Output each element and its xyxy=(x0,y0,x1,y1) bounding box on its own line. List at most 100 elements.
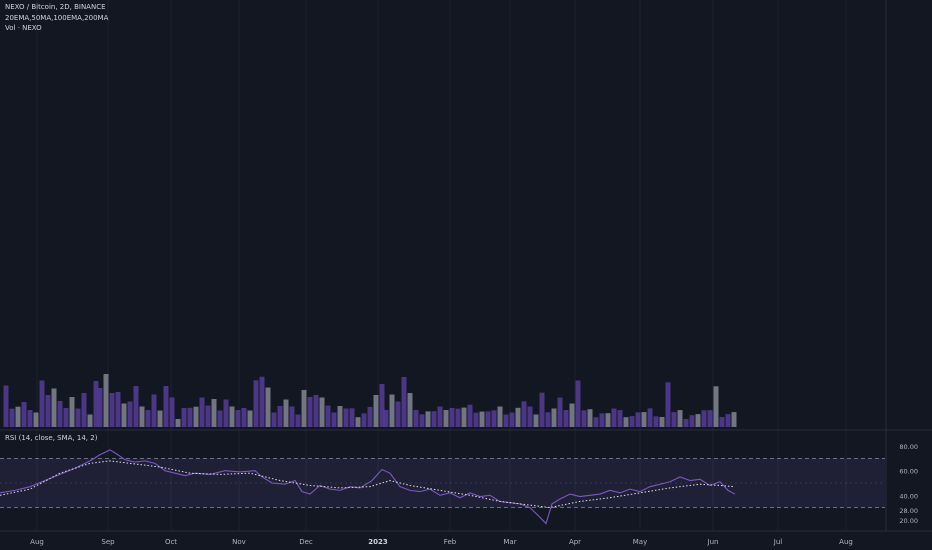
volume-bar xyxy=(223,399,229,427)
volume-bar xyxy=(569,403,575,427)
volume-bar xyxy=(425,411,431,427)
volume-bar xyxy=(725,414,731,427)
volume-bar xyxy=(683,419,689,427)
volume-bar xyxy=(455,408,461,427)
volume-bar xyxy=(539,392,545,427)
volume-bar xyxy=(473,412,479,427)
volume-bar xyxy=(731,412,737,427)
indicator-legend[interactable]: 20EMA,50MA,100EMA,200MA xyxy=(5,14,109,22)
volume-bar xyxy=(169,397,175,427)
volume-bar xyxy=(205,405,211,427)
rsi-line xyxy=(0,449,736,525)
volume-bar xyxy=(277,406,283,427)
rsi-tick-label: 40.00 xyxy=(899,492,918,500)
volume-bar xyxy=(39,380,45,427)
volume-bar xyxy=(127,401,133,427)
volume-bar xyxy=(497,406,503,427)
volume-bar xyxy=(51,388,57,427)
volume-bar xyxy=(217,410,223,427)
rsi-tick-label: 60.00 xyxy=(899,468,918,476)
volume-bar xyxy=(593,417,599,427)
volume-bar xyxy=(581,410,587,427)
volume-bar xyxy=(331,412,337,427)
volume-bar xyxy=(575,380,581,427)
rsi-legend[interactable]: RSI (14, close, SMA, 14, 2) xyxy=(5,434,98,442)
volume-bar xyxy=(479,411,485,427)
volume-bar xyxy=(57,401,63,427)
volume-bar xyxy=(521,401,527,427)
volume-bar xyxy=(235,410,241,427)
volume-bar xyxy=(181,408,187,427)
time-tick-label: Feb xyxy=(444,538,457,546)
volume-bar xyxy=(139,406,145,427)
volume-bar xyxy=(379,384,385,427)
volume-bar xyxy=(307,397,313,427)
volume-bar xyxy=(605,413,611,427)
volume-bar xyxy=(401,377,407,427)
volume-bar xyxy=(707,410,713,427)
volume-bar xyxy=(713,386,719,427)
volume-bar xyxy=(461,407,467,427)
volume-bar xyxy=(509,412,515,427)
volume-bar xyxy=(45,395,51,427)
time-axis[interactable]: Aug Sep Oct Nov Dec 2023 Feb Mar Apr May Jun Jul Aug xyxy=(30,538,853,546)
volume-bar xyxy=(419,414,425,427)
volume-bar xyxy=(599,413,605,427)
volume-bar xyxy=(671,412,677,427)
volume-bar xyxy=(449,408,455,427)
volume-bar xyxy=(641,412,647,427)
volume-bar xyxy=(259,376,265,427)
volume-bar xyxy=(557,397,563,427)
volume-bar xyxy=(97,388,103,427)
volume-bar xyxy=(265,387,271,427)
volume-bar xyxy=(467,404,473,427)
volume-bar xyxy=(701,410,707,427)
rsi-pane: 80.00 60.00 40.00 28.00 20.00 xyxy=(0,443,918,525)
volume-bar xyxy=(3,385,9,427)
volume-bar xyxy=(695,414,701,427)
volume-bar xyxy=(395,401,401,427)
volume-bar xyxy=(199,397,205,427)
time-tick-label: Jul xyxy=(773,538,783,546)
volume-bar xyxy=(133,386,139,427)
volume-bar xyxy=(81,393,87,427)
rsi-tick-label: 80.00 xyxy=(899,443,918,451)
volume-bar xyxy=(247,410,253,427)
rsi-band-fill xyxy=(0,458,885,508)
volume-bar xyxy=(27,410,33,427)
volume-bar xyxy=(313,395,319,427)
rsi-tick-label: 28.00 xyxy=(899,507,918,515)
volume-bar xyxy=(253,380,259,427)
volume-bar xyxy=(175,419,181,427)
volume-bar xyxy=(485,411,491,427)
time-tick-label: Aug xyxy=(30,538,44,546)
time-tick-label: Nov xyxy=(232,538,246,546)
volume-bar xyxy=(719,417,725,427)
volume-bar xyxy=(367,406,373,427)
volume-bar xyxy=(271,412,277,427)
volume-bar xyxy=(373,395,379,427)
volume-bar xyxy=(193,406,199,427)
volume-bar xyxy=(289,406,295,427)
volume-bar xyxy=(611,408,617,427)
volume-bar xyxy=(383,410,389,427)
volume-bar xyxy=(443,410,449,427)
volume-bar xyxy=(121,403,127,427)
volume-legend[interactable]: Vol · NEXO xyxy=(5,24,42,32)
time-tick-label: Sep xyxy=(101,538,115,546)
volume-bar xyxy=(635,412,641,427)
volume-bar xyxy=(187,407,193,427)
volume-bar xyxy=(647,408,653,427)
volume-bar xyxy=(665,382,671,427)
volume-bar xyxy=(689,415,695,427)
symbol-title[interactable]: NEXO / Bitcoin, 2D, BINANCE xyxy=(5,3,106,11)
volume-bar xyxy=(75,408,81,427)
volume-bar xyxy=(617,410,623,427)
volume-bar xyxy=(349,408,355,427)
time-tick-label: Mar xyxy=(503,538,516,546)
volume-bar xyxy=(361,413,367,427)
volume-bar xyxy=(283,399,289,427)
volume-bar xyxy=(211,399,217,427)
volume-bar xyxy=(145,410,151,427)
